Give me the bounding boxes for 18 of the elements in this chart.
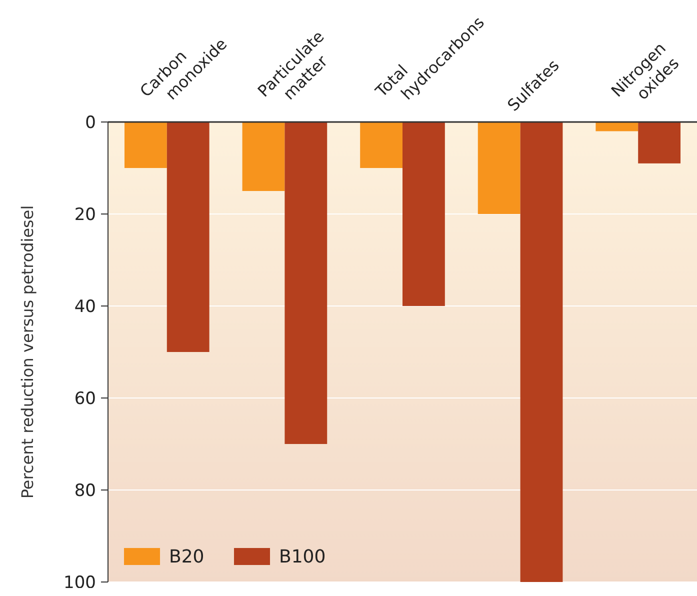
y-tick-label: 0 bbox=[85, 112, 96, 133]
bar bbox=[478, 122, 520, 214]
bar bbox=[360, 122, 402, 168]
bar bbox=[638, 122, 681, 164]
y-tick-label: 40 bbox=[74, 296, 96, 317]
bar bbox=[166, 122, 210, 352]
y-tick-label: 100 bbox=[64, 572, 96, 593]
y-tick-label: 60 bbox=[74, 388, 96, 409]
y-tick-label: 80 bbox=[74, 480, 96, 501]
bar bbox=[284, 122, 328, 444]
bar bbox=[402, 122, 445, 306]
bar bbox=[242, 122, 285, 191]
y-axis-title: Percent reduction versus petrodiesel bbox=[18, 205, 37, 499]
legend-label: B20 bbox=[169, 546, 204, 568]
bar bbox=[124, 122, 167, 168]
legend-label: B100 bbox=[279, 546, 326, 568]
y-tick-label: 20 bbox=[74, 204, 96, 225]
bar bbox=[520, 122, 563, 582]
